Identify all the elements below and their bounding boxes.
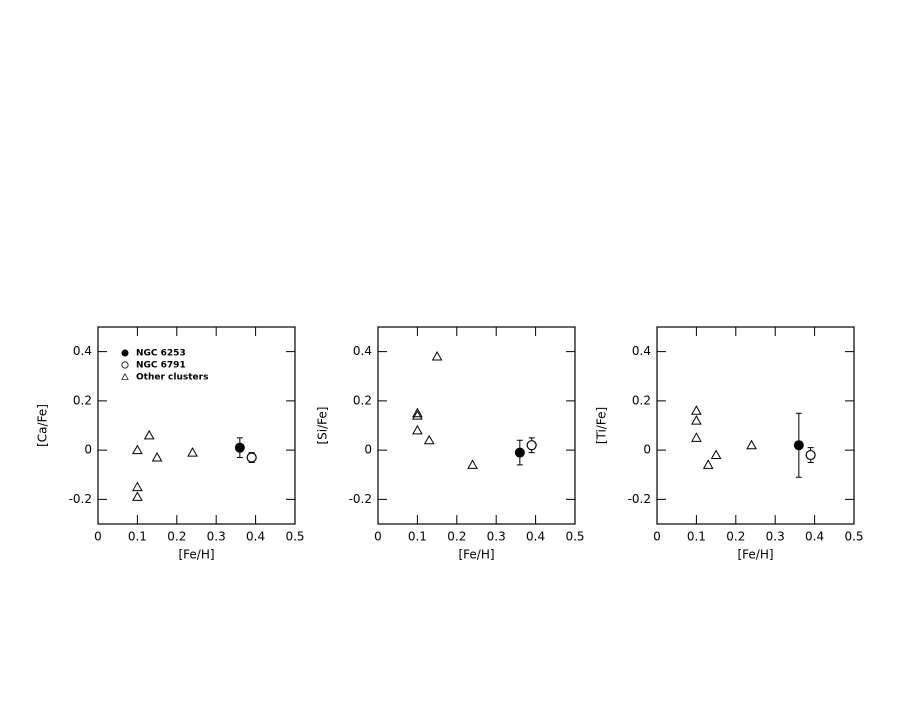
x-axis-label: [Fe/H] [458, 548, 494, 562]
data-point [691, 432, 702, 442]
x-tick-label: 0.1 [128, 530, 147, 544]
data-point [412, 407, 423, 418]
legend-label: NGC 6253 [136, 349, 186, 359]
data-point [805, 449, 816, 461]
legend-label: Other clusters [136, 373, 208, 383]
y-tick-label: 0 [364, 443, 372, 457]
data-point [246, 452, 257, 463]
x-tick-label: 0 [653, 530, 661, 544]
data-point [691, 415, 702, 425]
legend-marker [121, 349, 129, 357]
x-tick-label: 0.4 [805, 530, 824, 544]
x-tick-label: 0.2 [447, 530, 466, 544]
data-point [526, 440, 537, 451]
data-point [132, 444, 143, 455]
data-point [514, 447, 525, 458]
data-point [710, 449, 722, 460]
plot-frame [377, 326, 576, 525]
y-tick-label: 0.2 [353, 393, 372, 407]
x-tick-label: 0 [374, 530, 382, 544]
data-point [702, 459, 714, 469]
x-tick-label: 0.3 [207, 530, 226, 544]
x-tick-label: 0.3 [487, 530, 506, 544]
data-point [746, 439, 757, 450]
x-tick-label: 0.5 [285, 530, 304, 544]
legend-marker [121, 361, 129, 369]
x-tick-label: 0.5 [844, 530, 863, 544]
legend-marker [121, 373, 129, 380]
y-tick-label: -0.2 [69, 492, 92, 506]
x-tick-label: 0 [94, 530, 102, 544]
y-tick-label: 0 [643, 443, 651, 457]
y-tick-label: -0.2 [628, 492, 651, 506]
x-tick-label: 0.1 [408, 530, 427, 544]
x-tick-label: 0.1 [687, 530, 706, 544]
x-axis-label: [Fe/H] [737, 548, 773, 562]
x-tick-label: 0.2 [726, 530, 745, 544]
data-point [132, 481, 143, 492]
data-point [412, 410, 423, 420]
y-axis-label: [Ca/Fe] [36, 404, 50, 447]
x-tick-label: 0.4 [246, 530, 265, 544]
data-point [412, 424, 423, 435]
y-tick-label: 0.2 [632, 393, 651, 407]
x-tick-label: 0.4 [526, 530, 545, 544]
data-point [793, 440, 804, 451]
data-point [431, 351, 443, 361]
x-tick-label: 0.5 [565, 530, 584, 544]
data-point [143, 429, 155, 440]
y-tick-label: 0.4 [73, 344, 92, 358]
data-point [132, 491, 143, 501]
x-axis-label: [Fe/H] [178, 548, 214, 562]
data-point [423, 434, 435, 445]
y-tick-label: 0.4 [353, 344, 372, 358]
y-axis-label: [Ti/Fe] [595, 407, 609, 444]
data-point [187, 447, 198, 457]
plot-frame [656, 326, 855, 525]
y-tick-label: -0.2 [349, 492, 372, 506]
x-tick-label: 0.3 [766, 530, 785, 544]
data-point [234, 442, 245, 453]
x-tick-label: 0.2 [167, 530, 186, 544]
y-tick-label: 0.2 [73, 393, 92, 407]
legend-label: NGC 6791 [136, 361, 186, 371]
data-point [691, 405, 702, 415]
data-point [467, 459, 478, 469]
y-axis-label: [Si/Fe] [316, 407, 330, 445]
plot-frame [97, 326, 296, 525]
y-tick-label: 0 [84, 443, 92, 457]
y-tick-label: 0.4 [632, 344, 651, 358]
data-point [151, 451, 163, 462]
